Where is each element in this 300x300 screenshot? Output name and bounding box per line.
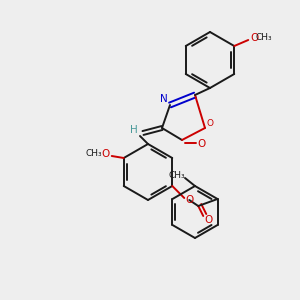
Text: CH₃: CH₃ [85,149,102,158]
Text: O: O [198,139,206,149]
Text: O: O [204,215,212,225]
Text: O: O [102,149,110,159]
Text: H: H [130,125,138,135]
Text: O: O [206,118,214,127]
Text: CH₃: CH₃ [169,172,185,181]
Text: CH₃: CH₃ [256,34,273,43]
Text: O: O [250,33,258,43]
Text: N: N [160,94,168,104]
Text: O: O [185,195,194,205]
